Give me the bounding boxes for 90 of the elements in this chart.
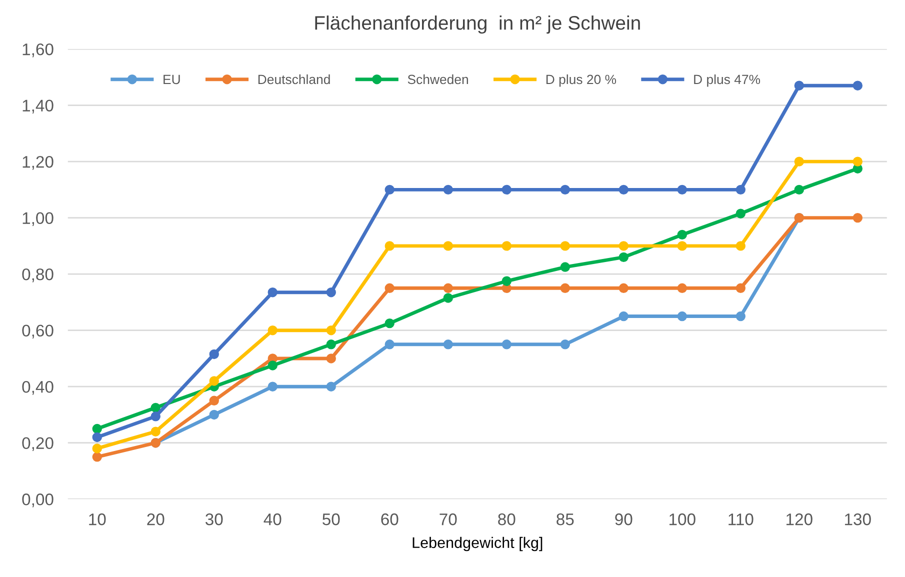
point (502, 184, 512, 195)
point (502, 276, 512, 286)
point (384, 318, 394, 328)
point (209, 410, 219, 420)
y-tick-label: 1,60 (22, 43, 54, 58)
y-tick-label: 1,40 (22, 100, 54, 114)
point (209, 349, 219, 360)
x-tick-label: 30 (205, 513, 223, 526)
point (736, 241, 746, 251)
point (677, 283, 688, 293)
y-tick-label: 0,60 (22, 324, 54, 339)
legend-label: Schweden (408, 74, 468, 84)
point (794, 184, 804, 195)
legend-label: D plus 20 % (546, 74, 616, 87)
x-tick-label: 90 (615, 513, 632, 526)
y-tick-label: 1,00 (22, 212, 54, 226)
point (209, 376, 219, 386)
point (677, 184, 688, 195)
legend-label: D plus 47% (694, 74, 760, 87)
x-tick-label: 40 (264, 513, 282, 526)
point (443, 184, 453, 195)
point (150, 402, 160, 413)
x-tick-label: 10 (89, 513, 106, 526)
point (736, 283, 746, 293)
point (326, 354, 336, 364)
point (268, 382, 278, 392)
x-tick-label: 100 (670, 513, 696, 526)
y-tick-label: 1,20 (22, 156, 54, 170)
point (677, 311, 688, 322)
y-tick-label: 0,00 (22, 494, 54, 508)
legend-label: Deutschland (258, 74, 330, 84)
point (443, 340, 453, 350)
x-tick-label: 80 (498, 513, 516, 526)
point (852, 156, 863, 166)
chart-title: Flächenanforderung in m² je Schwein (315, 16, 640, 34)
point (618, 184, 629, 195)
x-tick-label: 70 (440, 513, 457, 526)
point (736, 208, 746, 218)
point (209, 396, 219, 406)
point (560, 241, 570, 251)
point (618, 241, 629, 251)
point (618, 252, 629, 262)
point (502, 340, 512, 350)
y-tick-label: 0,40 (22, 380, 54, 395)
point (852, 212, 863, 223)
point (560, 184, 570, 195)
point (443, 283, 453, 293)
point (384, 184, 394, 195)
point (326, 340, 336, 350)
point (326, 382, 336, 392)
point (384, 241, 394, 251)
point (384, 340, 394, 350)
point (560, 340, 570, 350)
point (502, 241, 512, 251)
point (92, 452, 102, 462)
point (618, 311, 629, 322)
x-axis-title: Lebendgewicht [kg] (412, 536, 542, 552)
point (560, 283, 570, 293)
point (736, 184, 746, 195)
point (618, 283, 629, 293)
point (794, 156, 804, 166)
point (150, 412, 160, 422)
x-tick-label: 20 (147, 513, 164, 526)
point (326, 325, 336, 336)
y-tick-label: 0,20 (22, 437, 54, 452)
legend-label: EU (164, 74, 180, 84)
point (384, 283, 394, 293)
point (794, 80, 804, 90)
y-tick-label: 0,80 (22, 268, 54, 282)
point (677, 241, 688, 251)
x-tick-label: 110 (728, 513, 754, 526)
point (268, 360, 278, 370)
point (92, 432, 102, 442)
point (736, 311, 746, 322)
x-tick-label: 120 (786, 513, 812, 526)
x-tick-label: 60 (381, 513, 398, 526)
point (852, 80, 863, 90)
point (92, 444, 102, 454)
point (326, 287, 336, 298)
point (443, 241, 453, 251)
point (268, 325, 278, 336)
point (560, 262, 570, 272)
point (443, 293, 453, 303)
point (268, 287, 278, 298)
point (677, 230, 688, 240)
point (150, 426, 160, 436)
x-tick-label: 130 (845, 513, 871, 526)
point (92, 424, 102, 434)
x-tick-label: 85 (556, 513, 574, 526)
x-tick-label: 50 (322, 513, 340, 526)
